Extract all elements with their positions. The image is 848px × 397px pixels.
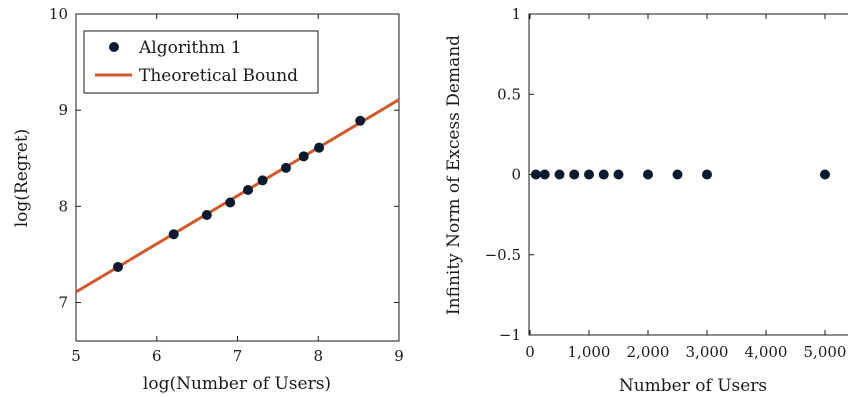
right-ytick-label: −1 (499, 326, 521, 344)
legend: Algorithm 1 Theoretical Bound (83, 30, 319, 94)
left-xtick-label: 8 (313, 347, 323, 365)
right-xlabel: Number of Users (619, 376, 767, 396)
excess-demand-point (672, 169, 683, 180)
algorithm-1-point (168, 229, 179, 240)
excess-demand-point (569, 169, 580, 180)
left-ytick-label: 8 (58, 197, 68, 215)
algorithm-1-point (242, 185, 253, 196)
right-xtick-label: 0 (525, 343, 535, 361)
excess-demand-point (820, 169, 830, 180)
excess-demand-point (530, 169, 541, 180)
excess-demand-point (554, 169, 565, 180)
left-xtick-label: 7 (233, 347, 243, 365)
left-ylabel: log(Regret) (12, 129, 32, 228)
excess-demand-point (584, 169, 594, 180)
right-xtick-label: 1,000 (568, 343, 611, 361)
right-ytick-label: 1 (511, 5, 521, 23)
theoretical-bound-line (75, 98, 400, 294)
algorithm-1-point (225, 197, 236, 208)
algorithm-1-point (314, 142, 325, 153)
excess-demand-point (598, 169, 609, 180)
legend-label-theoretical-bound: Theoretical Bound (139, 66, 298, 86)
excess-demand-point (643, 169, 653, 180)
right-ytick-label: 0.5 (497, 85, 521, 103)
left-xtick-label: 5 (71, 347, 81, 365)
right-xtick-label: 3,000 (686, 343, 729, 361)
left-chart: 5 6 7 8 9 7 8 9 10 log(Number of Users) log(Regr… (12, 5, 404, 394)
excess-demand-point (539, 169, 550, 180)
left-xtick-label: 9 (394, 347, 404, 365)
legend-box (83, 30, 319, 94)
excess-demand-point (702, 169, 712, 180)
right-ytick-label: −0.5 (485, 246, 521, 264)
left-ytick-label: 10 (49, 5, 68, 23)
algorithm-1-point (112, 261, 123, 272)
left-ytick-label: 9 (58, 101, 68, 119)
left-ytick-label: 7 (58, 294, 68, 312)
right-ylabel: Infinity Norm of Excess Demand (444, 35, 464, 315)
algorithm-1-point (257, 175, 268, 186)
legend-label-algorithm-1: Algorithm 1 (138, 38, 242, 58)
left-xtick-label: 6 (152, 347, 162, 365)
algorithm-1-point (280, 162, 291, 173)
right-xtick-label: 2,000 (627, 343, 670, 361)
legend-marker-algorithm-1 (109, 42, 119, 52)
right-ytick-label: 0 (511, 166, 521, 184)
right-chart: 0 1,000 2,000 3,000 4,000 5,000 −1 −0.5 0 0.5 1 Nu… (444, 5, 848, 396)
right-xtick-label: 5,000 (804, 343, 847, 361)
algorithm-1-point (355, 115, 366, 126)
algorithm-1-point (298, 151, 309, 162)
algorithm-1-point (201, 210, 212, 221)
right-xtick-label: 4,000 (745, 343, 788, 361)
excess-demand-point (613, 169, 624, 180)
left-xlabel: log(Number of Users) (143, 374, 331, 394)
